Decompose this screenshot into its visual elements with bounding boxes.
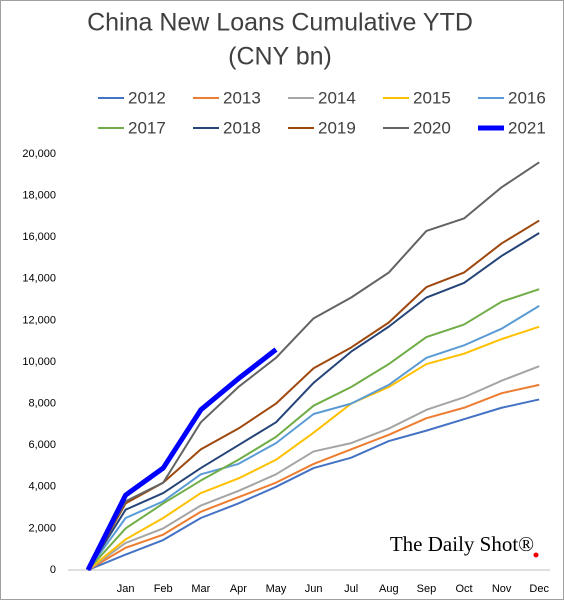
series-line [87,161,540,571]
x-tick-label: May [266,583,287,595]
series-line [87,288,540,571]
legend-label: 2012 [128,88,166,107]
legend-label: 2020 [413,118,451,137]
chart-title: China New Loans Cumulative YTD [87,9,473,37]
y-tick-label: 12,000 [22,314,56,326]
y-tick-label: 20,000 [22,148,56,160]
x-tick-label: Sep [417,583,437,595]
legend-label: 2021 [508,118,546,137]
x-tick-label: Jul [344,583,358,595]
legend-label: 2019 [318,118,356,137]
legend-label: 2017 [128,118,166,137]
legend-label: 2016 [508,88,546,107]
legend-label: 2018 [223,118,261,137]
legend-label: 2014 [318,88,356,107]
x-tick-label: Nov [492,583,512,595]
y-tick-label: 18,000 [22,190,56,202]
watermark: The Daily Shot® [390,532,534,556]
y-tick-label: 2,000 [28,522,56,534]
series-line [87,304,540,571]
legend-label: 2015 [413,88,451,107]
series-line [87,398,540,571]
y-tick-label: 10,000 [22,356,56,368]
series-line [87,365,540,571]
y-tick-label: 16,000 [22,231,56,243]
watermark-dot [533,552,539,558]
chart-subtitle: (CNY bn) [228,43,332,71]
y-tick-label: 14,000 [22,273,56,285]
x-tick-label: Oct [455,583,472,595]
y-tick-label: 6,000 [28,439,56,451]
legend-label: 2013 [223,88,261,107]
x-tick-label: Jan [117,583,135,595]
x-tick-label: Feb [154,583,173,595]
series-line [87,325,540,571]
x-tick-label: Dec [529,583,549,595]
series-line [87,383,540,571]
y-tick-label: 4,000 [28,481,56,493]
y-tick-label: 0 [50,564,56,576]
x-tick-label: Mar [191,583,210,595]
y-tick-label: 8,000 [28,398,56,410]
x-tick-label: Aug [379,583,399,595]
x-tick-label: Apr [230,583,247,595]
x-tick-label: Jun [305,583,323,595]
series-line [87,232,540,571]
series-line [85,347,278,572]
